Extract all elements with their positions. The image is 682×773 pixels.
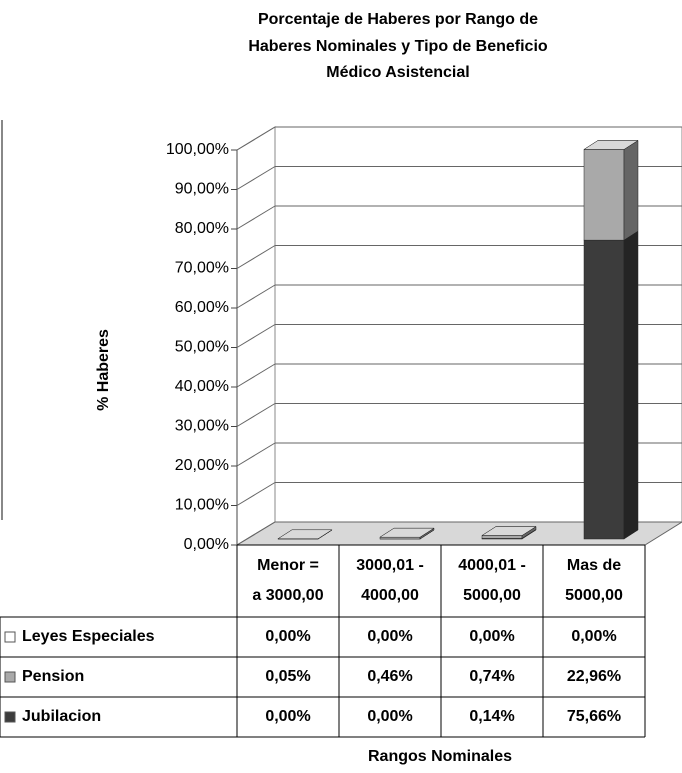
table-cell: 0,74% [469, 668, 514, 685]
chart-title: Porcentaje de Haberes por Rango de [258, 11, 538, 28]
table-cell: 22,96% [567, 668, 621, 685]
y-tick-label: 40,00% [175, 378, 229, 395]
bar-segment [583, 230, 639, 540]
grid-line [236, 363, 276, 388]
table-cell: 0,00% [571, 628, 616, 645]
x-tick-label: 4000,00 [361, 587, 419, 604]
bar-segment [481, 526, 537, 536]
bar-side [623, 230, 639, 540]
grid-line [236, 245, 276, 269]
y-tick-label: 10,00% [175, 497, 229, 514]
grid-line [236, 284, 276, 309]
x-tick-label: Mas de [567, 557, 621, 574]
bar-segment [583, 139, 639, 241]
bar-segment [583, 140, 639, 150]
bar-segment [277, 529, 333, 540]
bar-front [583, 149, 625, 241]
grid-line [236, 126, 276, 151]
y-tick-label: 90,00% [175, 181, 229, 198]
table-cell: 0,00% [265, 628, 310, 645]
grid-line [236, 166, 276, 190]
grid-line [236, 482, 276, 506]
x-tick-label: 3000,01 - [356, 557, 424, 574]
x-axis-label: Rangos Nominales [368, 748, 512, 765]
grid-line [236, 403, 276, 427]
y-tick-label: 0,00% [184, 536, 229, 553]
x-tick-label: 5000,00 [565, 587, 623, 604]
x-tick-label: Menor = [257, 557, 319, 574]
x-tick-label: a 3000,00 [252, 587, 323, 604]
grid-line [236, 442, 276, 467]
bar-front [481, 535, 523, 539]
bar-side [623, 139, 639, 241]
y-axis-label: % Haberes [95, 329, 112, 411]
legend-key [4, 711, 16, 723]
y-tick-label: 70,00% [175, 260, 229, 277]
legend-key [4, 671, 16, 683]
x-tick-label: 4000,01 - [458, 557, 526, 574]
bar-front [583, 239, 625, 540]
legend-label: Pension [22, 668, 84, 685]
grid-line [236, 521, 276, 546]
bar-top [379, 527, 435, 538]
bar-top [277, 529, 333, 540]
y-tick-label: 20,00% [175, 457, 229, 474]
y-tick-label: 60,00% [175, 299, 229, 316]
bar-front [379, 536, 421, 540]
y-tick-label: 100,00% [166, 141, 229, 158]
y-tick-label: 30,00% [175, 418, 229, 435]
table-cell: 0,14% [469, 708, 514, 725]
table-cell: 0,05% [265, 668, 310, 685]
bar-top [481, 526, 537, 536]
chart-title: Haberes Nominales y Tipo de Beneficio [248, 38, 548, 55]
y-tick-label: 50,00% [175, 339, 229, 356]
grid-line [236, 324, 276, 348]
legend-label: Jubilacion [22, 708, 101, 725]
y-tick-label: 80,00% [175, 220, 229, 237]
bar-top [583, 140, 639, 150]
table-cell: 0,00% [367, 708, 412, 725]
table-cell: 0,00% [469, 628, 514, 645]
bar-segment [379, 527, 435, 538]
grid-line [236, 205, 276, 230]
chart-title: Médico Asistencial [326, 64, 469, 81]
table-cell: 75,66% [567, 708, 621, 725]
table-cell: 0,46% [367, 668, 412, 685]
x-tick-label: 5000,00 [463, 587, 521, 604]
table-cell: 0,00% [367, 628, 412, 645]
table-cell: 0,00% [265, 708, 310, 725]
legend-label: Leyes Especiales [22, 628, 155, 645]
legend-key [4, 631, 16, 643]
